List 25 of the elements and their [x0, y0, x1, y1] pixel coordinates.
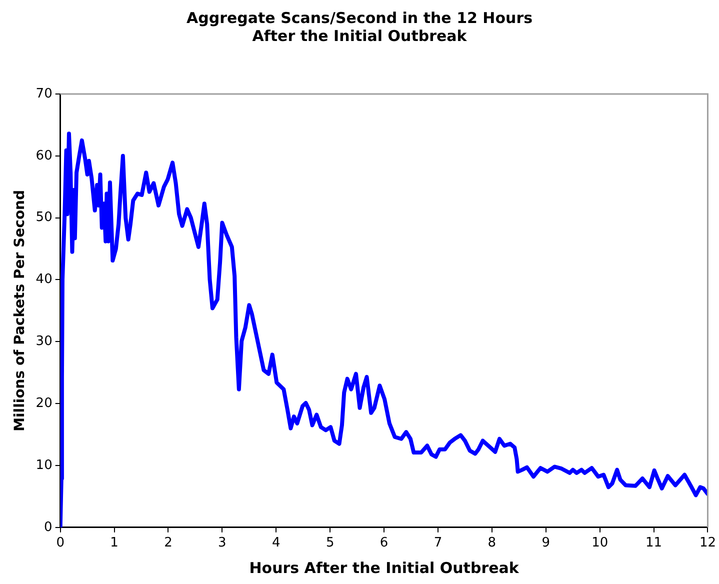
x-tick-label: 11: [646, 536, 662, 551]
x-tick-label: 2: [164, 536, 172, 551]
x-tick-label: 12: [699, 536, 716, 551]
x-tick-label: 5: [326, 536, 334, 551]
y-axis-title: Millions of Packets Per Second: [12, 190, 28, 432]
y-tick-label: 20: [36, 396, 52, 411]
x-tick-label: 6: [380, 536, 388, 551]
x-axis-title: Hours After the Initial Outbreak: [249, 558, 520, 577]
y-tick-label: 0: [44, 520, 52, 535]
x-tick-label: 4: [272, 536, 280, 551]
x-tick-label: 9: [542, 536, 550, 551]
y-tick-label: 40: [36, 272, 52, 288]
text: After the Initial Outbreak: [252, 26, 467, 45]
x-tick-label: 8: [488, 536, 496, 551]
y-tick-label: 30: [36, 334, 52, 350]
text: Aggregate Scans/Second in the 12 Hours: [186, 8, 533, 27]
x-tick-label: 0: [56, 536, 64, 551]
x-tick-label: 7: [434, 536, 442, 551]
x-tick-label: 3: [218, 536, 226, 551]
y-tick-label: 10: [36, 458, 52, 473]
y-tick-label: 70: [36, 86, 52, 102]
x-tick-label: 10: [592, 536, 608, 551]
x-tick-label: 1: [110, 536, 118, 551]
y-tick-label: 50: [36, 210, 52, 226]
y-tick-label: 60: [36, 148, 52, 164]
